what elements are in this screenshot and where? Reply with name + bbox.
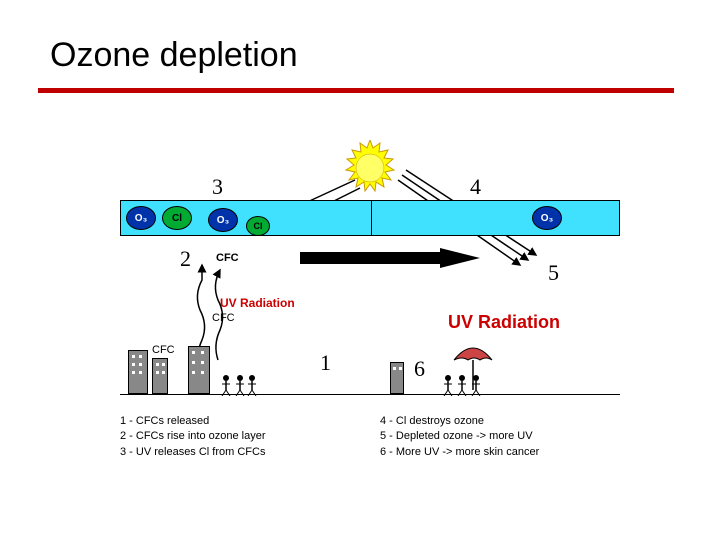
legend-line: 6 - More UV -> more skin cancer xyxy=(380,445,620,460)
people-icon xyxy=(220,374,260,396)
ozone-diagram: O₃ Cl O₃ Cl O₃ 3 4 2 5 1 6 CFC CFC CFC U… xyxy=(120,140,620,480)
o3-molecule: O₃ xyxy=(126,206,156,230)
step-number-5: 5 xyxy=(548,260,559,286)
legend-line: 3 - UV releases Cl from CFCs xyxy=(120,445,360,460)
ground-line xyxy=(120,394,620,395)
legend-line: 5 - Depleted ozone -> more UV xyxy=(380,429,620,444)
transition-arrow-icon xyxy=(300,248,480,268)
cl-molecule: Cl xyxy=(246,216,270,236)
step-number-6: 6 xyxy=(414,356,425,382)
slide-title: Ozone depletion xyxy=(50,36,298,75)
building-icon xyxy=(390,362,404,394)
building-icon xyxy=(128,350,148,394)
step-number-4: 4 xyxy=(470,174,481,200)
ozone-layer-divider xyxy=(371,200,621,236)
step-number-1: 1 xyxy=(320,350,331,376)
cl-molecule: Cl xyxy=(162,206,192,230)
legend-line: 1 - CFCs released xyxy=(120,414,360,429)
sun-icon xyxy=(342,140,398,196)
legend-line: 2 - CFCs rise into ozone layer xyxy=(120,429,360,444)
o3-molecule: O₃ xyxy=(532,206,562,230)
legend-line: 4 - Cl destroys ozone xyxy=(380,414,620,429)
legend-right: 4 - Cl destroys ozone 5 - Depleted ozone… xyxy=(380,414,620,460)
legend-left: 1 - CFCs released 2 - CFCs rise into ozo… xyxy=(120,414,360,460)
building-icon xyxy=(152,358,168,394)
building-icon xyxy=(188,346,210,394)
uv-radiation-big-label: UV Radiation xyxy=(448,312,560,333)
cfc-label: CFC xyxy=(152,344,175,356)
people-icon xyxy=(440,374,490,396)
title-underline xyxy=(38,88,674,93)
o3-molecule: O₃ xyxy=(208,208,238,232)
step-number-3: 3 xyxy=(212,174,223,200)
